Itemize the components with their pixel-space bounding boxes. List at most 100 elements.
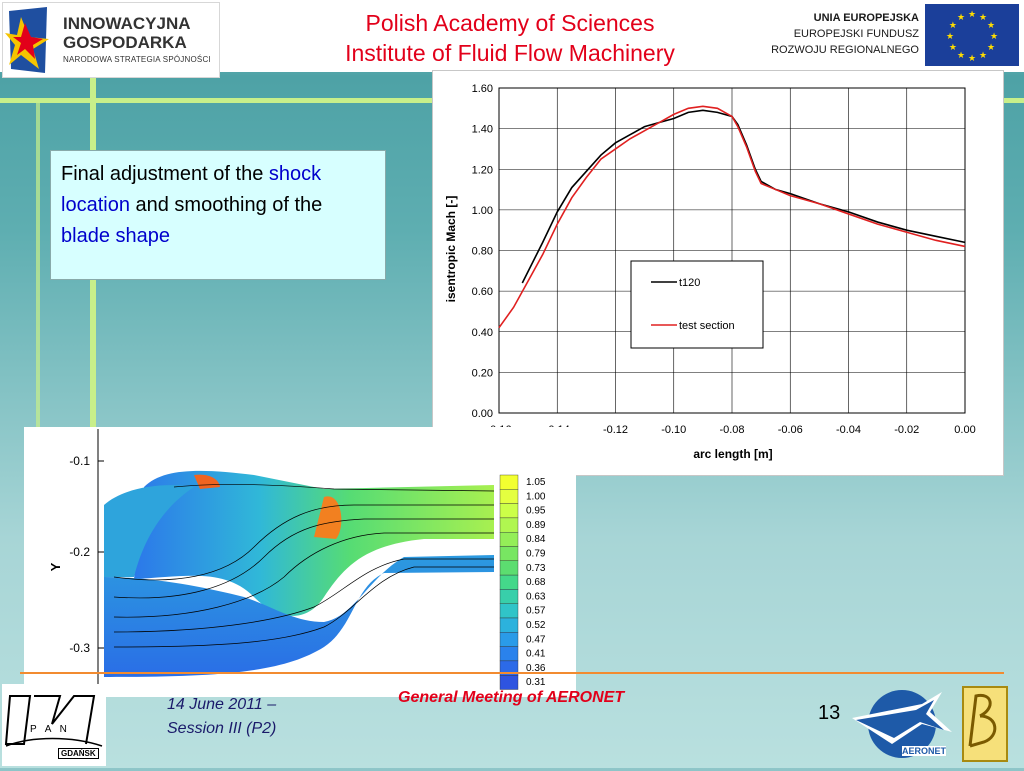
- colorbar-label: 1.00: [526, 491, 546, 502]
- pb-logo-icon: [962, 686, 1008, 762]
- logo-left-line3: NARODOWA STRATEGIA SPÓJNOŚCI: [63, 55, 211, 64]
- cfd-lower-passage: [104, 555, 494, 677]
- page-number: 13: [818, 702, 841, 724]
- textbox-part1: Final adjustment of the: [61, 163, 269, 185]
- colorbar-swatch: [499, 531, 519, 547]
- colorbar-swatch: [499, 474, 519, 490]
- mach-chart: -0.16-0.14-0.12-0.10-0.08-0.06-0.04-0.02…: [432, 70, 1004, 476]
- title-line-2: Institute of Fluid Flow Machinery: [345, 40, 675, 66]
- annotation-textbox: Final adjustment of the shock location a…: [50, 150, 386, 280]
- x-tick-label: -0.04: [836, 424, 861, 436]
- imp-pan-gdansk-logo: P A N GDAŃSK: [2, 684, 106, 766]
- textbox-part2: and smoothing of the: [129, 194, 323, 216]
- eu-star-icon: ★: [968, 9, 976, 19]
- innowacyjna-gospodarka-logo: INNOWACYJNA GOSPODARKA NARODOWA STRATEGI…: [2, 2, 220, 78]
- y-tick-label: 0.00: [472, 408, 493, 420]
- pb-logo: [962, 686, 1008, 762]
- y-tick-label: 0.40: [472, 327, 493, 339]
- imp-pan-logo-icon: [4, 695, 103, 747]
- colorbar-label: 0.57: [526, 606, 546, 617]
- eu-star-icon: ★: [968, 53, 976, 63]
- eu-star-icon: ★: [979, 12, 987, 22]
- colorbar-label: 0.31: [526, 677, 546, 688]
- legend-label-t120: t120: [679, 277, 700, 289]
- accent-horizontal-line: [0, 98, 432, 103]
- cfd-upper-passage: [134, 470, 494, 616]
- eu-logo-line3: ROZWOJU REGIONALNEGO: [771, 44, 919, 56]
- page-title: Polish Academy of Sciences Institute of …: [250, 8, 770, 68]
- colorbar-label: 0.73: [526, 563, 546, 574]
- colorbar-label: 0.47: [526, 634, 546, 645]
- aeronet-logo: AERONET: [852, 684, 956, 766]
- eu-logo: UNIA EUROPEJSKA EUROPEJSKI FUNDUSZ ROZWO…: [755, 2, 1023, 68]
- y-tick-label: 1.60: [472, 83, 493, 95]
- textbox-highlight-blade: blade shape: [61, 225, 170, 247]
- title-line-1: Polish Academy of Sciences: [365, 10, 655, 36]
- footer-date: 14 June 2011 – Session III (P2): [167, 693, 276, 741]
- eu-star-icon: ★: [949, 20, 957, 30]
- colorbar-label: 0.63: [526, 591, 546, 602]
- x-tick-label: -0.02: [894, 424, 919, 436]
- colorbar-swatch: [499, 489, 519, 504]
- cfd-shock-region: [314, 496, 342, 539]
- colorbar-swatch: [499, 674, 519, 690]
- y-tick-label: 1.40: [472, 124, 493, 136]
- colorbar-swatch: [499, 646, 519, 662]
- footer-meeting: General Meeting of AERONET: [398, 689, 625, 706]
- colorbar-label: 0.36: [526, 663, 546, 674]
- eu-logo-text: UNIA EUROPEJSKA EUROPEJSKI FUNDUSZ ROZWO…: [771, 10, 919, 58]
- colorbar-label: 1.05: [526, 477, 546, 488]
- x-tick-label: -0.08: [719, 424, 744, 436]
- imp-logo-gdansk-text: GDAŃSK: [58, 748, 99, 759]
- logo-left-line2: GOSPODARKA: [63, 33, 187, 52]
- imp-logo-pan-text: P A N: [30, 724, 70, 735]
- legend-label-test-section: test section: [679, 320, 735, 332]
- colorbar-swatch: [499, 603, 519, 619]
- colorbar-label: 0.79: [526, 549, 546, 560]
- footer-divider: [20, 672, 1004, 674]
- aeronet-logo-icon: [852, 690, 952, 758]
- eu-star-icon: ★: [957, 50, 965, 60]
- eu-logo-line1: UNIA EUROPEJSKA: [813, 12, 919, 24]
- eu-logo-line2: EUROPEJSKI FUNDUSZ: [793, 28, 919, 40]
- colorbar-label: 0.89: [526, 520, 546, 531]
- cfd-inlet-region: [104, 485, 194, 577]
- y-tick-label: 0.20: [472, 367, 493, 379]
- x-tick-label: -0.06: [778, 424, 803, 436]
- cfd-svg: -0.1 -0.2 -0.3 Y 1.05 1.00 0.95 0.89 0.84 0.7…: [48, 429, 546, 695]
- mach-chart-svg: -0.16-0.14-0.12-0.10-0.08-0.06-0.04-0.02…: [444, 83, 976, 461]
- footer-date-line2: Session III (P2): [167, 720, 277, 737]
- eu-star-icon: ★: [957, 12, 965, 22]
- colorbar-swatch: [499, 503, 519, 519]
- colorbar-label: 0.95: [526, 506, 546, 517]
- cfd-streamlines: [113, 484, 495, 648]
- cfd-y-axis-label: Y: [48, 562, 63, 571]
- innowacyjna-logo-icon: [5, 7, 49, 73]
- eu-star-icon: ★: [949, 42, 957, 52]
- x-tick-label: 0.00: [954, 424, 975, 436]
- y-axis-label: isentropic Mach [-]: [444, 196, 458, 303]
- cfd-y-tick-label-2: -0.2: [69, 545, 90, 559]
- colorbar-swatch: [499, 617, 519, 633]
- x-tick-label: -0.10: [661, 424, 686, 436]
- eu-star-icon: ★: [987, 20, 995, 30]
- y-tick-label: 0.60: [472, 286, 493, 298]
- x-tick-label: -0.12: [603, 424, 628, 436]
- eu-star-icon: ★: [979, 50, 987, 60]
- colorbar-label: 0.41: [526, 649, 546, 660]
- series-line-test-section: [498, 105, 966, 329]
- x-axis-label: arc length [m]: [693, 447, 772, 461]
- y-tick-label: 0.80: [472, 246, 493, 258]
- eu-star-icon: ★: [946, 31, 954, 41]
- eu-flag-icon: ★★★★★★★★★ ★ ★★: [925, 4, 1019, 66]
- colorbar-swatch: [499, 574, 519, 590]
- colorbar-label: 0.84: [526, 534, 546, 545]
- colorbar-swatch: [499, 560, 519, 576]
- accent-vertical-line-2: [36, 100, 40, 430]
- series-line-t120: [521, 109, 966, 284]
- cfd-y-tick-label-3: -0.3: [69, 641, 90, 655]
- chart-legend: [630, 260, 764, 349]
- colorbar-label: 0.52: [526, 620, 546, 631]
- aeronet-logo-text: AERONET: [902, 746, 947, 756]
- colorbar-swatch: [499, 517, 519, 533]
